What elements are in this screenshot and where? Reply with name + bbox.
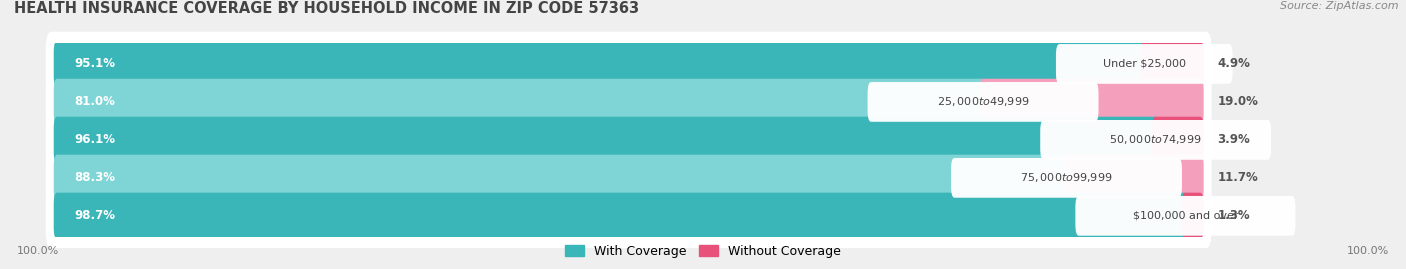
Text: HEALTH INSURANCE COVERAGE BY HOUSEHOLD INCOME IN ZIP CODE 57363: HEALTH INSURANCE COVERAGE BY HOUSEHOLD I… bbox=[14, 1, 640, 16]
FancyBboxPatch shape bbox=[950, 158, 1182, 198]
Legend: With Coverage, Without Coverage: With Coverage, Without Coverage bbox=[561, 240, 845, 263]
FancyBboxPatch shape bbox=[46, 70, 1212, 134]
Text: 100.0%: 100.0% bbox=[17, 246, 59, 256]
FancyBboxPatch shape bbox=[1140, 41, 1204, 87]
FancyBboxPatch shape bbox=[46, 108, 1212, 172]
Text: Under $25,000: Under $25,000 bbox=[1102, 59, 1185, 69]
FancyBboxPatch shape bbox=[46, 32, 1212, 96]
Text: Source: ZipAtlas.com: Source: ZipAtlas.com bbox=[1281, 1, 1399, 11]
Text: 100.0%: 100.0% bbox=[1347, 246, 1389, 256]
FancyBboxPatch shape bbox=[1063, 155, 1204, 201]
Text: 1.3%: 1.3% bbox=[1218, 209, 1250, 222]
FancyBboxPatch shape bbox=[980, 79, 1204, 125]
Text: 98.7%: 98.7% bbox=[75, 209, 115, 222]
FancyBboxPatch shape bbox=[868, 82, 1098, 122]
FancyBboxPatch shape bbox=[53, 155, 1070, 201]
FancyBboxPatch shape bbox=[53, 117, 1159, 163]
Text: 19.0%: 19.0% bbox=[1218, 95, 1258, 108]
FancyBboxPatch shape bbox=[53, 79, 987, 125]
Text: 95.1%: 95.1% bbox=[75, 57, 115, 70]
FancyBboxPatch shape bbox=[46, 146, 1212, 210]
FancyBboxPatch shape bbox=[1056, 44, 1233, 84]
Text: 4.9%: 4.9% bbox=[1218, 57, 1250, 70]
Text: 96.1%: 96.1% bbox=[75, 133, 115, 146]
FancyBboxPatch shape bbox=[53, 41, 1147, 87]
FancyBboxPatch shape bbox=[53, 193, 1189, 239]
Text: 88.3%: 88.3% bbox=[75, 171, 115, 184]
Text: $25,000 to $49,999: $25,000 to $49,999 bbox=[936, 95, 1029, 108]
Text: 3.9%: 3.9% bbox=[1218, 133, 1250, 146]
Text: $50,000 to $74,999: $50,000 to $74,999 bbox=[1109, 133, 1202, 146]
FancyBboxPatch shape bbox=[46, 183, 1212, 248]
Text: 81.0%: 81.0% bbox=[75, 95, 115, 108]
Text: $100,000 and over: $100,000 and over bbox=[1133, 211, 1239, 221]
FancyBboxPatch shape bbox=[1040, 120, 1271, 160]
Text: 11.7%: 11.7% bbox=[1218, 171, 1258, 184]
FancyBboxPatch shape bbox=[1182, 193, 1204, 239]
FancyBboxPatch shape bbox=[1076, 196, 1295, 236]
Text: $75,000 to $99,999: $75,000 to $99,999 bbox=[1021, 171, 1112, 184]
FancyBboxPatch shape bbox=[1153, 117, 1204, 163]
